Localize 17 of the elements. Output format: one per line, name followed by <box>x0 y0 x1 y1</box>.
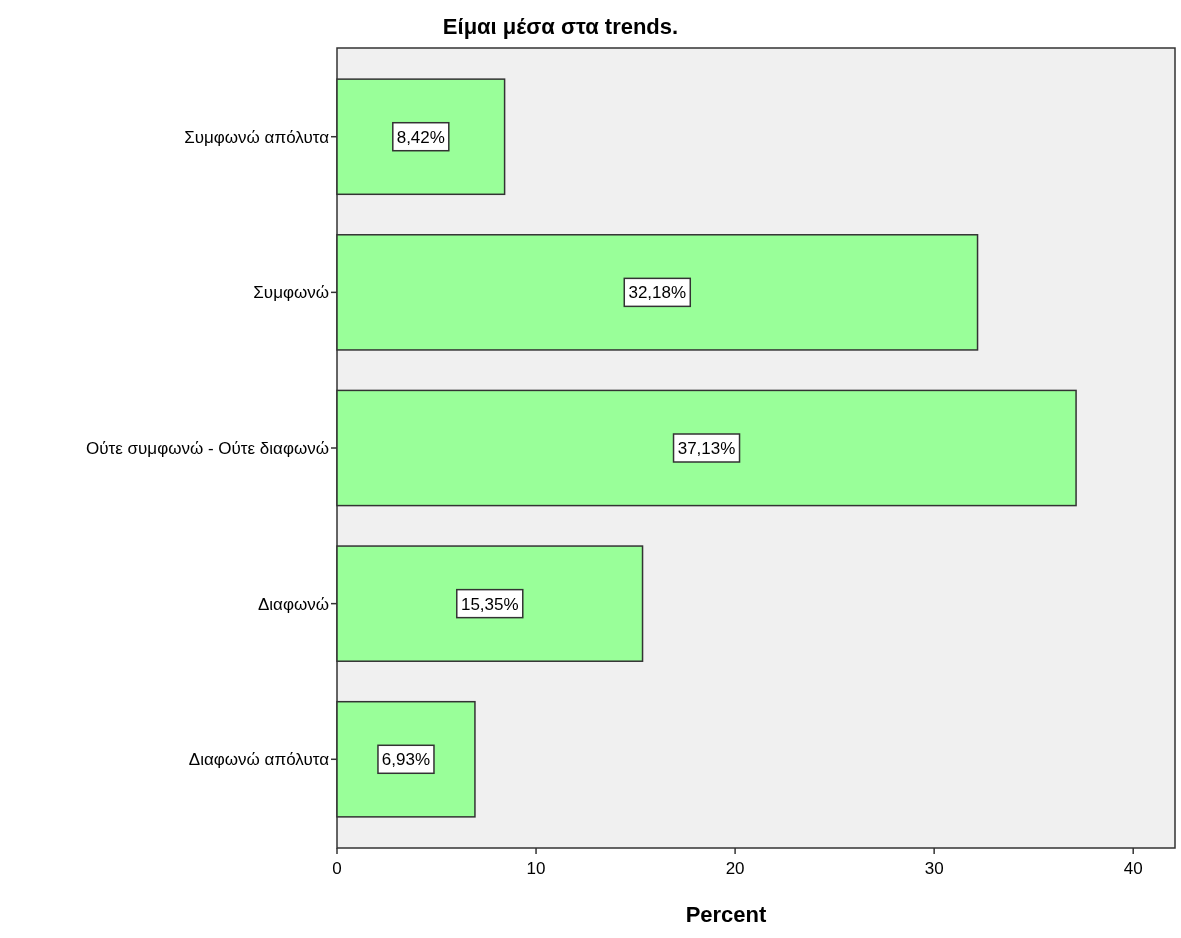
y-tick-label: Συμφωνώ <box>253 283 329 303</box>
data-label: 8,42% <box>396 127 445 147</box>
x-tick-label: 20 <box>725 859 745 878</box>
chart-title: Είμαι μέσα στα trends. <box>442 14 679 39</box>
x-tick-label: 10 <box>526 859 546 878</box>
y-tick-label: Διαφωνώ <box>257 594 329 614</box>
x-axis-title: Percent <box>685 902 768 927</box>
data-label: 37,13% <box>677 439 736 458</box>
y-tick-label: Διαφωνώ απόλυτα <box>188 750 330 770</box>
y-tick-label: Συμφωνώ απόλυτα <box>184 127 330 147</box>
x-tick-label: 40 <box>1123 859 1143 878</box>
x-tick-label: 30 <box>924 859 944 878</box>
y-tick-label: Ούτε συμφωνώ - Ούτε διαφωνώ <box>86 439 329 458</box>
data-label: 32,18% <box>628 283 687 303</box>
data-label: 6,93% <box>381 750 431 770</box>
x-tick-label: 0 <box>332 859 342 878</box>
data-label: 15,35% <box>460 594 519 614</box>
